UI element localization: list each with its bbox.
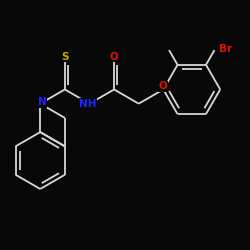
Text: O: O — [110, 52, 118, 62]
Text: NH: NH — [79, 99, 97, 109]
Text: S: S — [61, 52, 68, 62]
Text: Br: Br — [219, 44, 232, 54]
Text: O: O — [159, 81, 168, 91]
Text: N: N — [38, 97, 47, 107]
